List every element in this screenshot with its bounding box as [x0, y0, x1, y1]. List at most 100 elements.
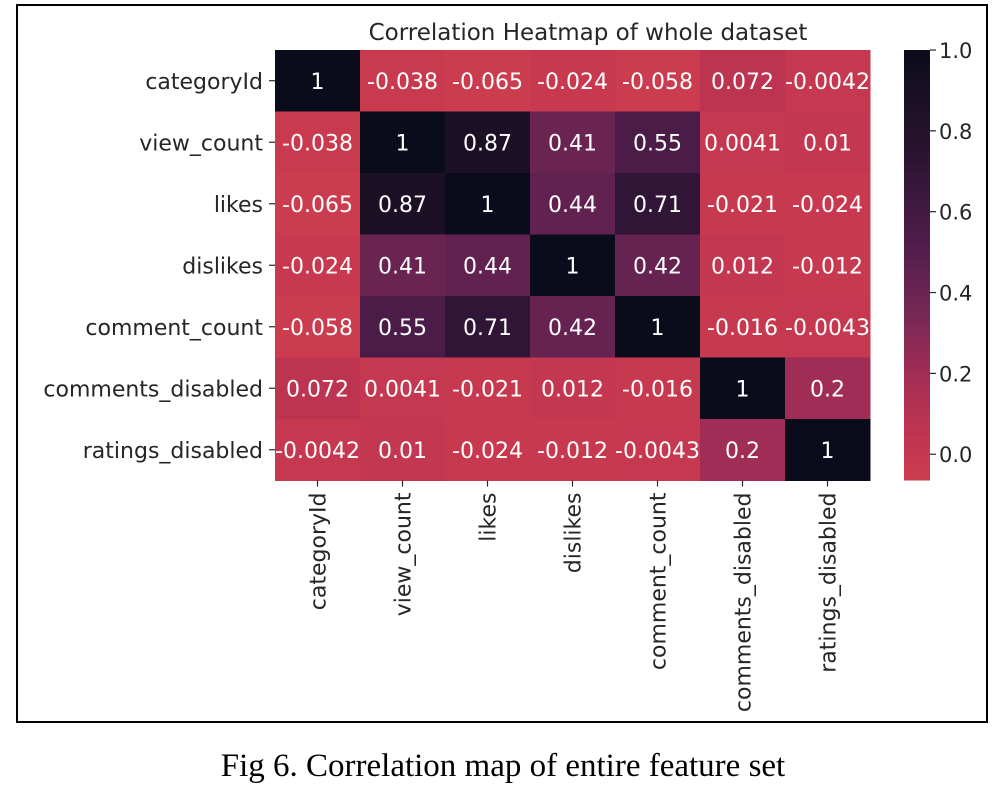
- heatmap-cell: [275, 50, 361, 112]
- cell-annotation: 1: [481, 193, 495, 218]
- colorbar-tick-label: 0.4: [939, 282, 972, 306]
- cell-annotation: -0.065: [282, 193, 353, 218]
- cell-annotation: 0.012: [541, 377, 604, 402]
- heatmap-cell: [700, 173, 786, 235]
- heatmap-cell: [445, 296, 531, 358]
- cell-annotation: -0.024: [537, 70, 608, 95]
- cell-annotation: -0.0042: [275, 439, 360, 464]
- cell-annotation: 1: [736, 377, 750, 402]
- cell-annotation: 0.55: [378, 316, 427, 341]
- cell-annotation: 0.44: [548, 193, 597, 218]
- cell-annotation: -0.012: [537, 439, 608, 464]
- row-label: categoryId: [145, 70, 263, 95]
- row-label: view_count: [139, 131, 263, 156]
- heatmap-cell: [785, 419, 871, 481]
- heatmap-cell: [445, 234, 531, 297]
- cell-annotation: 0.072: [286, 377, 349, 402]
- colorbar-tick-label: 0.2: [939, 362, 972, 386]
- heatmap-cell: [275, 296, 361, 358]
- col-label: ratings_disabled: [817, 493, 842, 673]
- row-label: dislikes: [182, 254, 263, 279]
- colorbar-tick-label: 0.8: [939, 120, 972, 144]
- heatmap-cell: [615, 173, 701, 235]
- cell-annotation: -0.038: [367, 70, 438, 95]
- figure-caption: Fig 6. Correlation map of entire feature…: [220, 748, 786, 784]
- row-label: comments_disabled: [43, 377, 263, 402]
- cell-annotation: 0.42: [633, 254, 682, 279]
- cell-annotation: 0.41: [378, 254, 427, 279]
- heatmap-cell: [700, 296, 786, 358]
- heatmap-cell: [615, 234, 701, 297]
- heatmap-cell: [360, 419, 446, 481]
- heatmap-cell: [530, 173, 616, 235]
- cell-annotation: 0.71: [463, 316, 512, 341]
- cell-annotation: 0.87: [463, 131, 512, 156]
- heatmap-cell: [275, 173, 361, 235]
- chart-title: Correlation Heatmap of whole dataset: [368, 20, 808, 46]
- cell-annotation: 0.44: [463, 254, 512, 279]
- heatmap-cell: [785, 111, 871, 174]
- col-label: likes: [477, 493, 502, 542]
- heatmap-cell: [700, 419, 786, 481]
- heatmap-cell: [445, 357, 531, 420]
- heatmap-cell: [445, 419, 531, 481]
- cell-annotation: 1: [396, 131, 410, 156]
- heatmap-cell: [615, 357, 701, 420]
- cell-annotation: -0.016: [707, 316, 778, 341]
- heatmap-cell: [785, 50, 871, 112]
- heatmap-cell: [615, 419, 701, 481]
- cell-annotation: 1: [651, 316, 665, 341]
- cell-annotation: 0.87: [378, 193, 427, 218]
- row-label: comment_count: [85, 316, 263, 341]
- colorbar-tick-label: 1.0: [939, 39, 972, 63]
- cell-annotation: -0.024: [282, 254, 353, 279]
- heatmap-cell: [530, 234, 616, 297]
- heatmap-chart: 1 -0.038 -0.065 -0.024 -0.058 0.072 -0.0042 -0.…: [43, 39, 972, 713]
- heatmap-cell: [700, 50, 786, 112]
- heatmap-cell: [700, 357, 786, 420]
- heatmap-cell: [785, 296, 871, 358]
- cell-annotation: 0.0041: [704, 131, 781, 156]
- cell-annotation: -0.038: [282, 131, 353, 156]
- heatmap-cell: [700, 234, 786, 297]
- colorbar-tick-label: 0.6: [939, 201, 972, 225]
- heatmap-cell: [275, 357, 361, 420]
- cell-annotation: 0.072: [711, 70, 774, 95]
- heatmap-cell: [360, 50, 446, 112]
- row-label: likes: [214, 193, 263, 218]
- heatmap-cell: [615, 296, 701, 358]
- heatmap-cell: [445, 50, 531, 112]
- heatmap-cell: [615, 50, 701, 112]
- cell-annotation: 0.012: [711, 254, 774, 279]
- cell-annotation: -0.024: [792, 193, 863, 218]
- heatmap-cell: [615, 111, 701, 174]
- cell-annotation: 0.41: [548, 131, 597, 156]
- row-label: ratings_disabled: [83, 439, 263, 464]
- cell-annotation: -0.0042: [785, 70, 870, 95]
- heatmap-cell: [360, 296, 446, 358]
- cell-annotation: 0.71: [633, 193, 682, 218]
- col-label: comment_count: [647, 492, 672, 670]
- heatmap-cell: [785, 173, 871, 235]
- colorbar: [904, 50, 930, 481]
- heatmap-cell: [360, 234, 446, 297]
- heatmap-cell: [530, 357, 616, 420]
- heatmap-cell: [445, 173, 531, 235]
- col-label: categoryId: [307, 493, 332, 611]
- cell-annotation: -0.058: [282, 316, 353, 341]
- heatmap-cell: [785, 357, 871, 420]
- col-label: comments_disabled: [732, 493, 757, 713]
- cell-annotation: -0.0043: [615, 439, 700, 464]
- cell-annotation: 1: [821, 439, 835, 464]
- cell-annotation: 0.42: [548, 316, 597, 341]
- heatmap-cell: [275, 111, 361, 174]
- heatmap-cell: [445, 111, 531, 174]
- figure-frame: 1 -0.038 -0.065 -0.024 -0.058 0.072 -0.0042 -0.…: [16, 4, 988, 723]
- col-label: view_count: [392, 492, 417, 616]
- colorbar-tick-label: 0.0: [939, 443, 972, 467]
- heatmap-cell: [700, 111, 786, 174]
- cell-annotation: -0.012: [792, 254, 863, 279]
- cell-annotation: 0.2: [810, 377, 845, 402]
- cell-annotation: 0.2: [725, 439, 760, 464]
- cell-annotation: -0.065: [452, 70, 523, 95]
